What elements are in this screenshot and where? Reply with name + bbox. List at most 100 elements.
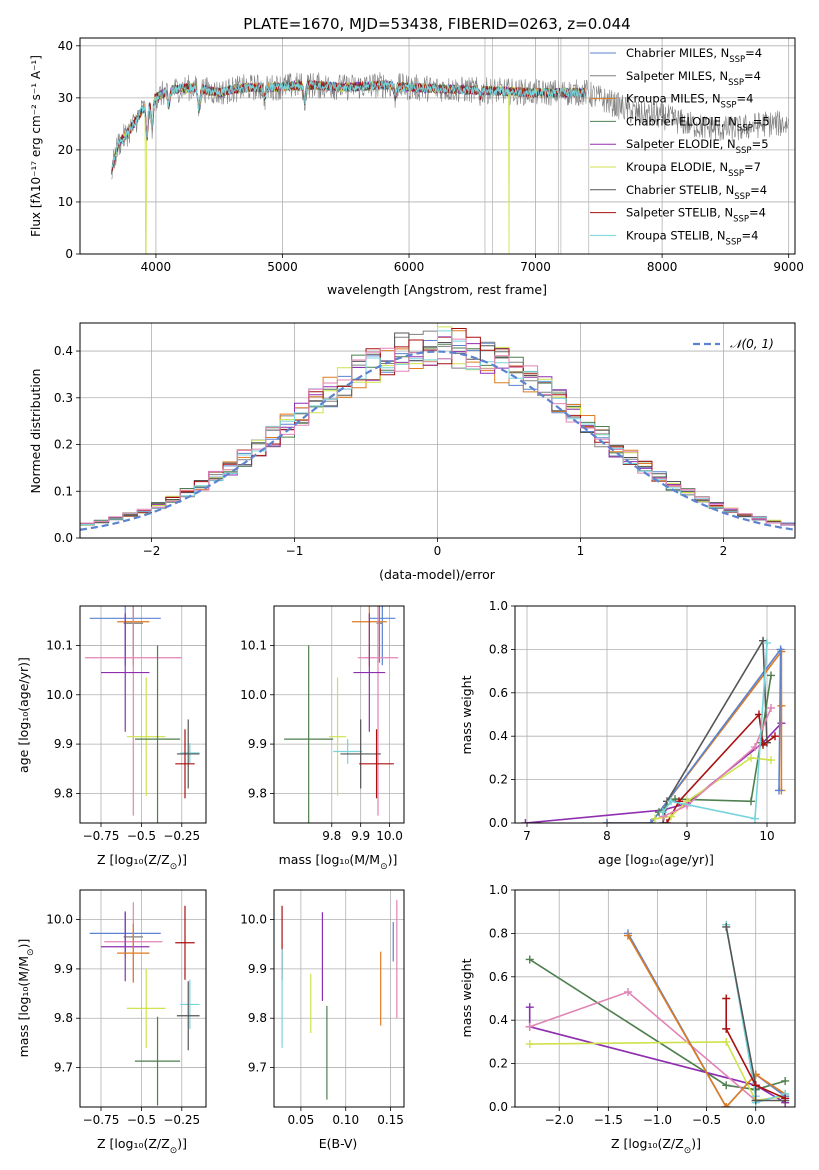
spectrum-tick-label-x: 7000 — [520, 260, 551, 274]
series-marker — [751, 743, 759, 752]
legend-entry-base: Chabrier STELIB, N — [626, 183, 734, 197]
spectrum-line — [111, 79, 587, 168]
residuals-panel: (data-model)/error Normed distribution — [28, 369, 496, 582]
mass-vs-EBV-tick-label-x: 0.15 — [377, 1113, 404, 1127]
legend-entry-sub: SSP — [729, 55, 745, 65]
massweight-vs-age-x-label: age [log₁₀(age/yr)] — [598, 852, 714, 867]
spectrum-tick-label-x: 6000 — [394, 260, 425, 274]
mass-vs-Z-frame — [79, 889, 207, 1108]
legend-entry: Chabrier ELODIE, NSSP=5 — [626, 114, 770, 133]
series-line — [662, 642, 768, 820]
series-marker — [722, 922, 731, 931]
legend-entry-tail: =7 — [744, 160, 761, 174]
age-vs-mass-panel: mass [log₁₀(M/M⊙)] — [279, 852, 398, 872]
residuals-tick-label-x: 1 — [577, 544, 585, 558]
spectrum-tick-label-y: 0 — [65, 247, 73, 261]
spectrum-tick-label-y: 20 — [58, 143, 73, 157]
spectrum-tick-label-x: 5000 — [267, 260, 298, 274]
massweight-vs-age-tick-label-x: 9 — [683, 829, 691, 843]
legend-entry-base: Kroupa ELODIE, N — [626, 160, 728, 174]
legend-entry: Kroupa MILES, NSSP=4 — [626, 92, 753, 111]
legend-entry-tail: =4 — [745, 46, 762, 60]
legend-entry-base: Chabrier MILES, N — [626, 46, 729, 60]
age-vs-mass-axes: 9.8 9.9 10.0 9.8 9.9 10.0 10.1 — [240, 606, 404, 843]
mass-vs-Z-x-label: Z [log₁₀(Z/Z⊙)] — [97, 1136, 187, 1156]
spectrum-tick-label-x: 4000 — [141, 260, 172, 274]
massweight-vs-Z-panel: Z [log₁₀(Z/Z⊙)] mass weight — [459, 958, 701, 1156]
massweight-vs-age-lines — [521, 636, 786, 823]
mass-vs-Z-points — [89, 902, 200, 1106]
spectrum-tick-label-y: 10 — [58, 195, 73, 209]
series-marker — [722, 1024, 731, 1033]
legend-entry-tail: =5 — [752, 137, 769, 151]
mass-vs-EBV-tick-label-y: 10.0 — [240, 913, 267, 927]
residual-histogram — [80, 338, 795, 525]
age-vs-mass-tick-label-x: 10.0 — [376, 829, 403, 843]
legend-entry-base: Kroupa MILES, N — [626, 92, 721, 106]
residuals-histograms — [80, 326, 795, 531]
series-line — [528, 1007, 786, 1104]
residuals-tick-label-y: 0.4 — [54, 344, 73, 358]
legend-entry-sub: SSP — [737, 123, 753, 133]
age-vs-Z-tick-label-y: 9.8 — [54, 786, 73, 800]
spectrum-tick-label-y: 40 — [58, 39, 73, 53]
residuals-tick-label-y: 0.3 — [54, 391, 73, 405]
residuals-x-label: (data-model)/error — [379, 567, 496, 582]
massweight-vs-Z-tick-label-x: −0.5 — [692, 1113, 721, 1127]
legend-entry-base: Salpeter STELIB, N — [626, 206, 733, 220]
legend-entry: Salpeter STELIB, NSSP=4 — [626, 206, 766, 225]
massweight-vs-age-tick-label-x: 10 — [759, 829, 774, 843]
age-vs-Z-tick-label-y: 10.1 — [46, 638, 73, 652]
series-line — [662, 707, 772, 818]
legend-entry-sub: SSP — [728, 169, 744, 179]
massweight-vs-Z-tick-label-x: −2.0 — [545, 1113, 574, 1127]
age-vs-mass-x-label: mass [log₁₀(M/M⊙)] — [279, 852, 398, 872]
mass-vs-EBV-points — [281, 899, 398, 1100]
massweight-vs-Z-y-label: mass weight — [459, 958, 474, 1037]
legend-entry-sub: SSP — [733, 215, 749, 225]
mass-vs-EBV-tick-label-y: 9.8 — [248, 1011, 267, 1025]
age-vs-Z-points — [84, 606, 200, 823]
legend-entry: Salpeter ELODIE, NSSP=5 — [626, 137, 769, 156]
legend-entry-tail: =4 — [744, 69, 761, 83]
massweight-vs-Z-tick-label-y: 1.0 — [489, 883, 508, 897]
legend-entry-sub: SSP — [721, 101, 737, 111]
gaussian-curve — [80, 350, 795, 531]
age-vs-Z-x-label: Z [log₁₀(Z/Z⊙)] — [97, 852, 187, 872]
series-line — [607, 646, 782, 823]
mass-vs-EBV-tick-label-y: 9.9 — [248, 962, 267, 976]
series-marker — [751, 1081, 760, 1090]
massweight-vs-age-tick-label-y: 0.4 — [489, 729, 508, 743]
series-marker — [763, 638, 771, 647]
massweight-vs-age-y-label: mass weight — [459, 675, 474, 754]
age-vs-mass-frame — [273, 605, 405, 824]
legend-entry: Kroupa STELIB, NSSP=4 — [626, 228, 758, 247]
legend-entry-base: Kroupa STELIB, N — [626, 228, 726, 242]
legend-entry-sub: SSP — [736, 146, 752, 156]
age-vs-Z-tick-label-x: −0.25 — [163, 829, 200, 843]
mass-vs-EBV-tick-label-x: 0.05 — [288, 1113, 315, 1127]
legend-entry-tail: =4 — [749, 206, 766, 220]
legend-entry-tail: =4 — [750, 183, 767, 197]
mass-vs-EBV-tick-label-y: 9.7 — [248, 1061, 267, 1075]
legend-entry-sub: SSP — [726, 237, 742, 247]
spectrum-lines — [111, 38, 789, 254]
series-marker — [722, 1081, 731, 1090]
mass-vs-EBV-frame — [273, 889, 405, 1108]
age-vs-Z-tick-label-y: 9.9 — [54, 737, 73, 751]
age-vs-Z-tick-label-x: −0.5 — [127, 829, 156, 843]
massweight-vs-Z-x-label: Z [log₁₀(Z/Z⊙)] — [611, 1136, 701, 1156]
series-marker — [781, 1094, 790, 1103]
massweight-vs-Z-lines — [525, 920, 790, 1107]
massweight-vs-Z-tick-label-y: 0.2 — [489, 1057, 508, 1071]
massweight-vs-age-tick-label-y: 1.0 — [489, 599, 508, 613]
mass-vs-Z-axes: −0.75 −0.5 −0.25 9.7 9.8 9.9 10.0 — [46, 890, 206, 1127]
age-vs-Z-y-label: age [log₁₀(age/yr)] — [16, 657, 31, 773]
age-vs-mass-tick-label-y: 10.0 — [240, 688, 267, 702]
mass-vs-EBV-tick-label-x: 0.10 — [332, 1113, 359, 1127]
mass-vs-Z-tick-label-y: 10.0 — [46, 913, 73, 927]
mass-vs-Z-tick-label-y: 9.8 — [54, 1011, 73, 1025]
series-marker — [667, 812, 675, 821]
mass-vs-Z-tick-label-x: −0.75 — [83, 1113, 120, 1127]
